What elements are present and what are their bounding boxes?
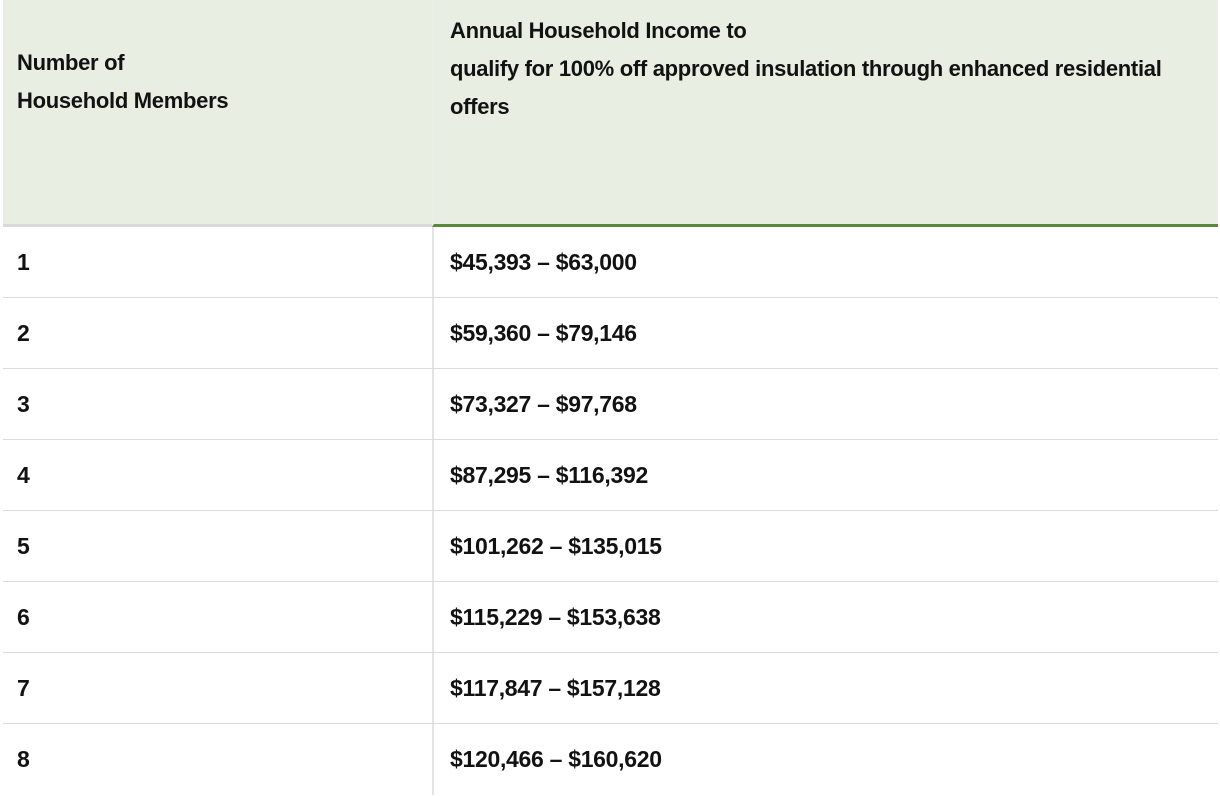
cell-income-range: $59,360 – $79,146 — [432, 298, 1218, 368]
cell-income-range: $45,393 – $63,000 — [432, 227, 1218, 297]
table-row: 7 $117,847 – $157,128 — [3, 653, 1218, 724]
cell-household-members: 8 — [17, 746, 30, 772]
header-cell-household-members: Number of Household Members — [3, 0, 432, 227]
table-row: 3 $73,327 – $97,768 — [3, 369, 1218, 440]
table-row: 2 $59,360 – $79,146 — [3, 298, 1218, 369]
cell-household-members: 3 — [17, 390, 30, 417]
table-row: 5 $101,262 – $135,015 — [3, 511, 1218, 582]
header-cell-annual-income: Annual Household Income to qualify for 1… — [432, 0, 1218, 227]
header-income-line2: qualify for 100% off approved insulation… — [450, 56, 1162, 119]
cell-income-range: $73,327 – $97,768 — [432, 369, 1218, 439]
header-members-line2: Household Members — [17, 88, 229, 113]
cell-household-members: 4 — [17, 461, 30, 488]
table-row: 4 $87,295 – $116,392 — [3, 440, 1218, 511]
header-income-line1: Annual Household Income to — [450, 18, 747, 43]
cell-income-range: $115,229 – $153,638 — [432, 582, 1218, 652]
cell-income-range: $117,847 – $157,128 — [432, 653, 1218, 723]
cell-household-members: 6 — [17, 603, 30, 630]
cell-household-members: 7 — [17, 674, 30, 701]
table-header-row: Number of Household Members Annual House… — [3, 0, 1218, 227]
cell-income-range: $101,262 – $135,015 — [432, 511, 1218, 581]
table-row: 1 $45,393 – $63,000 — [3, 227, 1218, 298]
cell-household-members: 2 — [17, 319, 30, 346]
cell-household-members: 1 — [17, 248, 30, 275]
table-row: 6 $115,229 – $153,638 — [3, 582, 1218, 653]
table-row: 8 $120,466 – $160,620 — [3, 724, 1218, 795]
header-members-line1: Number of — [17, 50, 125, 75]
cell-income-range: $87,295 – $116,392 — [432, 440, 1218, 510]
cell-household-members: 5 — [17, 532, 30, 559]
income-qualification-table: Number of Household Members Annual House… — [3, 0, 1218, 796]
cell-income-range: $120,466 – $160,620 — [432, 724, 1218, 795]
